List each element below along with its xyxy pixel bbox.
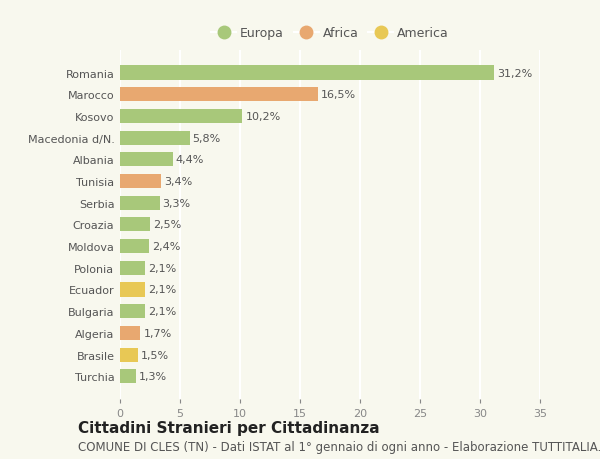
Text: 10,2%: 10,2% (245, 112, 281, 122)
Bar (120, 67, 494, 80)
Text: 2,5%: 2,5% (153, 220, 181, 230)
Bar (120, 131, 190, 146)
Bar (120, 88, 318, 102)
Text: COMUNE DI CLES (TN) - Dati ISTAT al 1° gennaio di ogni anno - Elaborazione TUTTI: COMUNE DI CLES (TN) - Dati ISTAT al 1° g… (78, 440, 600, 453)
Bar (120, 304, 145, 319)
Text: 2,4%: 2,4% (152, 241, 180, 252)
Text: 2,1%: 2,1% (148, 263, 176, 273)
Bar (120, 369, 136, 383)
Bar (120, 261, 145, 275)
Bar (120, 240, 149, 253)
Text: 1,3%: 1,3% (139, 371, 167, 381)
Bar (120, 174, 161, 189)
Bar (120, 348, 138, 362)
Bar (120, 326, 140, 340)
Legend: Europa, Africa, America: Europa, Africa, America (206, 22, 454, 45)
Text: 2,1%: 2,1% (148, 307, 176, 317)
Text: Cittadini Stranieri per Cittadinanza: Cittadini Stranieri per Cittadinanza (78, 420, 380, 435)
Bar (120, 283, 145, 297)
Text: 3,3%: 3,3% (163, 198, 191, 208)
Text: 2,1%: 2,1% (148, 285, 176, 295)
Text: 1,5%: 1,5% (141, 350, 169, 360)
Text: 1,7%: 1,7% (143, 328, 172, 338)
Text: 4,4%: 4,4% (176, 155, 204, 165)
Bar (120, 153, 173, 167)
Bar (120, 110, 242, 124)
Text: 5,8%: 5,8% (193, 133, 221, 143)
Text: 3,4%: 3,4% (164, 177, 192, 187)
Bar (120, 196, 160, 210)
Bar (120, 218, 150, 232)
Text: 31,2%: 31,2% (497, 68, 533, 78)
Text: 16,5%: 16,5% (321, 90, 356, 100)
